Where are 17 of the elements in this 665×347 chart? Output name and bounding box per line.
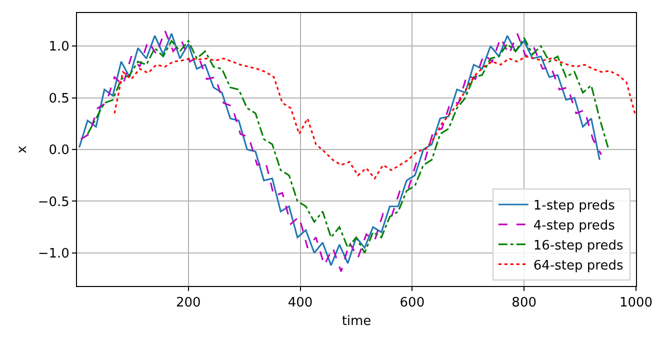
x-tick-label: 200 bbox=[176, 296, 201, 311]
legend-label: 64-step preds bbox=[533, 258, 624, 274]
line-series bbox=[114, 56, 636, 180]
y-tick-label: 0.5 bbox=[48, 91, 70, 106]
legend-label: 16-step preds bbox=[533, 238, 624, 254]
y-tick-label: 0.0 bbox=[48, 143, 70, 158]
legend-label: 1-step preds bbox=[533, 198, 616, 214]
x-tick-label: 1000 bbox=[619, 296, 653, 311]
x-axis-title: time bbox=[342, 314, 372, 330]
y-axis-title: x bbox=[14, 145, 30, 154]
x-tick-label: 800 bbox=[512, 296, 537, 311]
y-tick-label: −0.5 bbox=[38, 194, 70, 210]
y-tick-label: 1.0 bbox=[48, 40, 70, 55]
x-tick-label: 600 bbox=[400, 296, 425, 311]
x-tick-label: 400 bbox=[288, 296, 313, 311]
legend-label: 4-step preds bbox=[533, 218, 616, 234]
y-tick-label: −1.0 bbox=[38, 246, 70, 262]
